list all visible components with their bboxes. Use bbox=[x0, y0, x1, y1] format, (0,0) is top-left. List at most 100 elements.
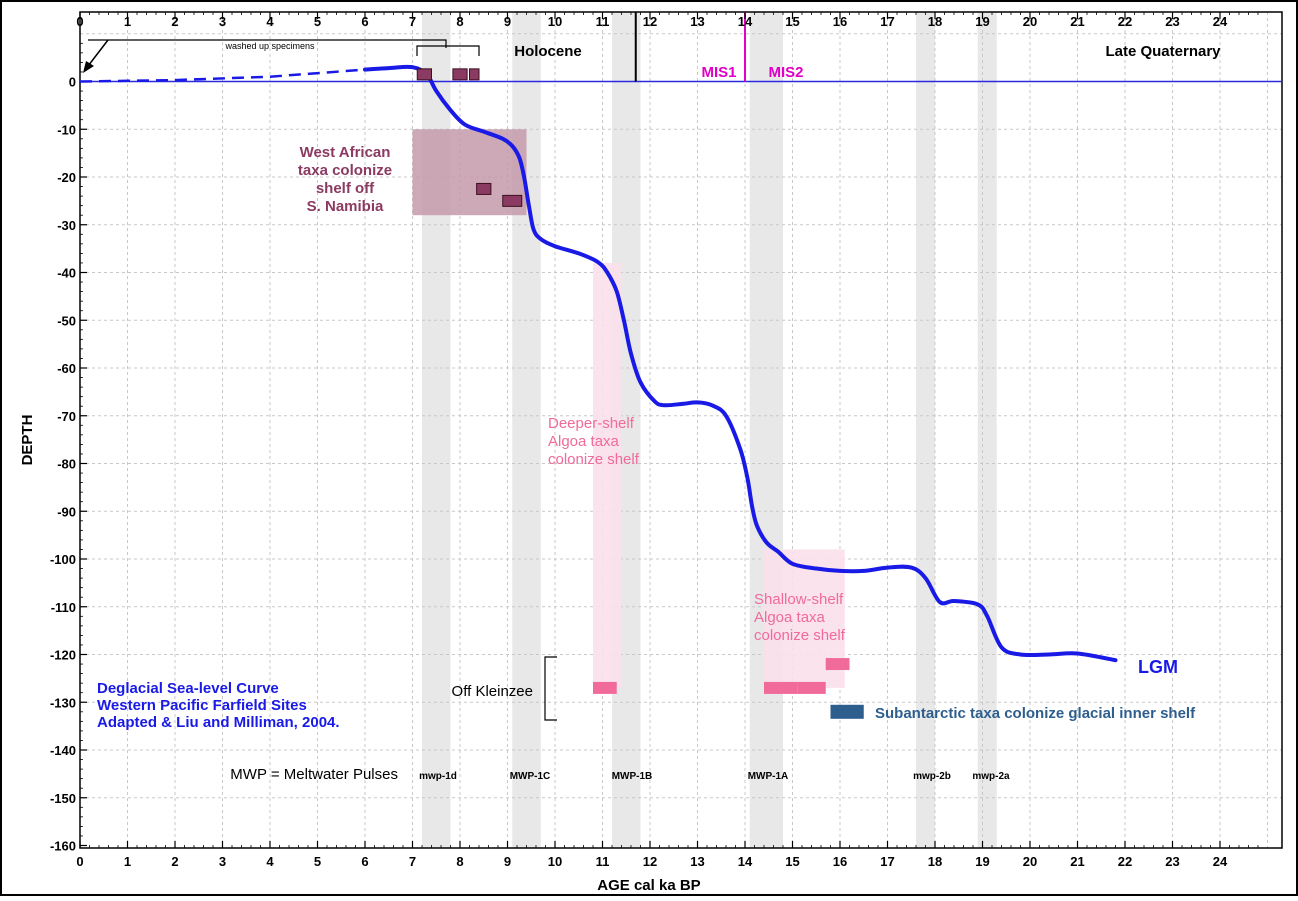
x-tick-label-top: 8 bbox=[456, 14, 463, 29]
x-tick-label: 0 bbox=[76, 854, 83, 869]
x-tick-label: 1 bbox=[124, 854, 131, 869]
x-tick-label-top: 10 bbox=[548, 14, 562, 29]
x-tick-label: 8 bbox=[456, 854, 463, 869]
curve-title-label: Western Pacific Farfield Sites bbox=[97, 697, 307, 714]
axis-ticks bbox=[79, 12, 1259, 848]
mis1-label: MIS1 bbox=[701, 64, 736, 81]
x-tick-label-top: 4 bbox=[266, 14, 274, 29]
specimen-marker-west-african bbox=[452, 68, 468, 81]
x-tick-label-top: 17 bbox=[880, 14, 894, 29]
x-tick-label: 13 bbox=[690, 854, 704, 869]
y-tick-label: -120 bbox=[50, 648, 76, 663]
meltwater-pulse-label: MWP-1C bbox=[510, 771, 551, 782]
sea-level-curve bbox=[363, 64, 1118, 663]
curve-title-label: Deglacial Sea-level Curve bbox=[97, 680, 279, 697]
x-tick-label-top: 15 bbox=[785, 14, 799, 29]
specimen-marker-algoa bbox=[764, 681, 798, 694]
y-tick-label: -70 bbox=[57, 409, 76, 424]
x-tick-label: 14 bbox=[738, 854, 753, 869]
x-tick-label-top: 3 bbox=[219, 14, 226, 29]
shallow-shelf-label: Shallow-shelf bbox=[754, 591, 844, 608]
x-tick-label-top: 5 bbox=[314, 14, 321, 29]
x-tick-label: 11 bbox=[596, 854, 610, 869]
x-tick-label: 21 bbox=[1070, 854, 1084, 869]
y-tick-label: -40 bbox=[57, 266, 76, 281]
deeper-shelf-label: Deeper-shelf bbox=[548, 415, 635, 432]
specimen-marker-west-african bbox=[502, 194, 523, 207]
washed-up-label: washed up specimens bbox=[224, 41, 315, 51]
x-tick-label-top: 16 bbox=[833, 14, 847, 29]
y-tick-label: -130 bbox=[50, 695, 76, 710]
x-tick-label-top: 20 bbox=[1023, 14, 1037, 29]
specimen-marker-west-african bbox=[469, 68, 480, 81]
specimen-marker-algoa bbox=[825, 658, 850, 671]
x-tick-label-top: 0 bbox=[76, 14, 83, 29]
meltwater-pulse-label: MWP-1B bbox=[612, 771, 653, 782]
y-tick-label: -150 bbox=[50, 791, 76, 806]
west-african-label: S. Namibia bbox=[307, 198, 384, 215]
x-tick-label-top: 2 bbox=[171, 14, 178, 29]
x-tick-label-top: 14 bbox=[738, 14, 753, 29]
washed-up-bracket bbox=[88, 39, 447, 48]
meltwater-band bbox=[977, 12, 997, 848]
shallow-shelf-label: colonize shelf bbox=[754, 627, 846, 644]
x-tick-label: 23 bbox=[1165, 854, 1179, 869]
meltwater-band bbox=[749, 12, 783, 848]
late-quaternary-label: Late Quaternary bbox=[1105, 43, 1221, 60]
y-tick-label: -30 bbox=[57, 218, 76, 233]
washed-up-arrowhead bbox=[83, 61, 94, 73]
y-tick-label: -10 bbox=[57, 122, 76, 137]
x-tick-label-top: 9 bbox=[504, 14, 511, 29]
plot-area-border bbox=[79, 11, 1283, 849]
y-tick-label: -160 bbox=[50, 839, 76, 854]
shallow-shelf-label: Algoa taxa bbox=[754, 609, 826, 626]
y-axis-title: DEPTH bbox=[19, 415, 36, 466]
x-tick-label: 19 bbox=[975, 854, 989, 869]
specimen-marker-algoa bbox=[797, 681, 826, 694]
x-tick-label: 20 bbox=[1023, 854, 1037, 869]
x-tick-label: 16 bbox=[833, 854, 847, 869]
x-tick-label: 10 bbox=[548, 854, 562, 869]
specimen-marker-west-african bbox=[476, 182, 492, 195]
x-tick-label: 2 bbox=[171, 854, 178, 869]
y-tick-label: 0 bbox=[69, 75, 76, 90]
specimen-marker-algoa bbox=[593, 681, 617, 694]
west-african-label: West African bbox=[300, 144, 391, 161]
x-tick-label-top: 24 bbox=[1213, 14, 1228, 29]
y-tick-label: -60 bbox=[57, 361, 76, 376]
y-tick-label: -80 bbox=[57, 457, 76, 472]
y-tick-label: -50 bbox=[57, 313, 76, 328]
deeper-shelf-label: Algoa taxa bbox=[548, 433, 620, 450]
meltwater-bands bbox=[422, 12, 997, 848]
specimen-marker-west-african bbox=[416, 68, 432, 81]
specimen-markers bbox=[416, 68, 864, 719]
x-tick-label: 3 bbox=[219, 854, 226, 869]
west-african-label: taxa colonize bbox=[298, 162, 392, 179]
grid bbox=[80, 12, 1282, 848]
x-tick-label-top: 11 bbox=[596, 14, 610, 29]
specimen-marker-subantarctic bbox=[830, 704, 864, 719]
specimen-bracket bbox=[416, 45, 480, 56]
x-tick-label-top: 23 bbox=[1165, 14, 1179, 29]
meltwater-pulse-label: mwp-1d bbox=[419, 771, 457, 782]
y-tick-label: -100 bbox=[50, 552, 76, 567]
meltwater-pulse-label: mwp-2a bbox=[972, 771, 1010, 782]
x-tick-label: 12 bbox=[643, 854, 657, 869]
holocene-label: Holocene bbox=[514, 43, 582, 60]
x-tick-label: 5 bbox=[314, 854, 321, 869]
meltwater-band bbox=[916, 12, 935, 848]
off-kleinzee-bracket bbox=[544, 656, 557, 721]
x-tick-label-top: 19 bbox=[975, 14, 989, 29]
meltwater-pulse-label: mwp-2b bbox=[913, 771, 951, 782]
mis2-label: MIS2 bbox=[768, 64, 803, 81]
x-tick-label-top: 6 bbox=[361, 14, 368, 29]
west-african-label: shelf off bbox=[316, 180, 375, 197]
x-tick-label-top: 18 bbox=[928, 14, 942, 29]
mwp-legend-label: MWP = Meltwater Pulses bbox=[230, 766, 398, 783]
x-axis-title: AGE cal ka BP bbox=[597, 877, 700, 894]
y-tick-label: -90 bbox=[57, 504, 76, 519]
x-tick-label: 9 bbox=[504, 854, 511, 869]
